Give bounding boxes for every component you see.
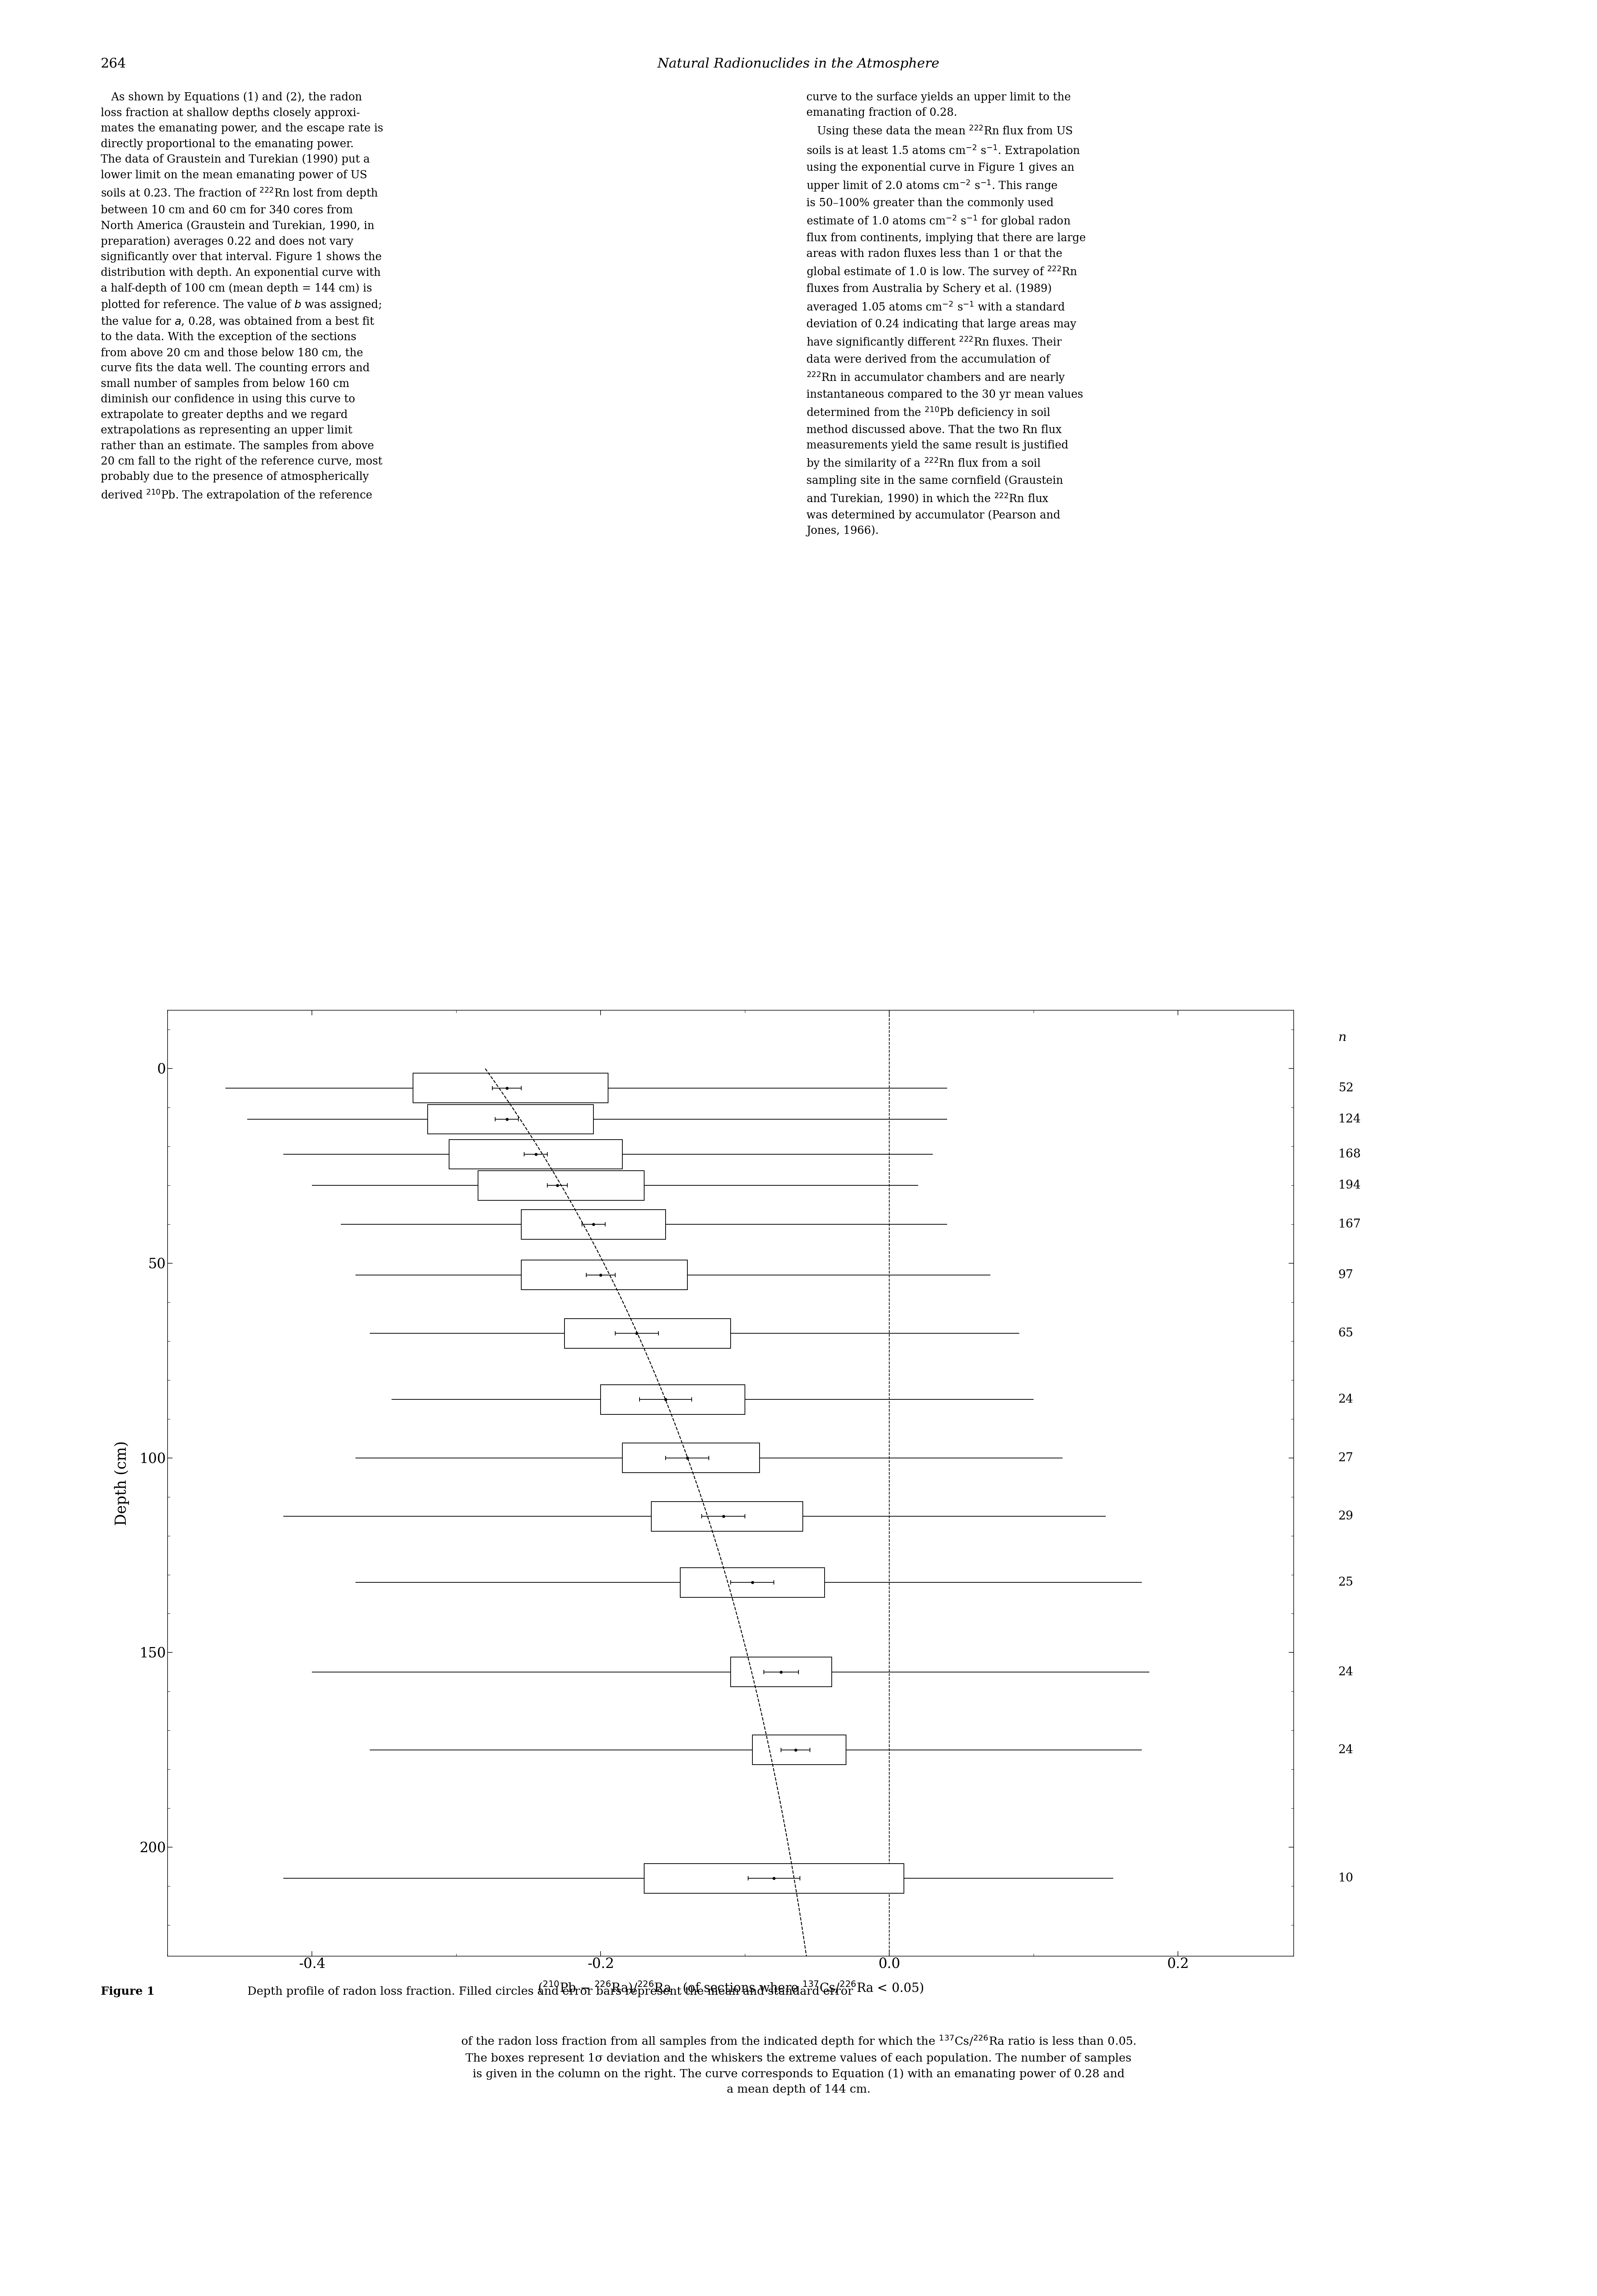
FancyBboxPatch shape xyxy=(449,1139,623,1169)
Text: 97: 97 xyxy=(1338,1270,1353,1281)
Text: 194: 194 xyxy=(1338,1180,1361,1192)
FancyBboxPatch shape xyxy=(428,1104,594,1134)
Text: Figure 1: Figure 1 xyxy=(101,1986,155,1998)
Text: 264: 264 xyxy=(101,57,126,71)
FancyBboxPatch shape xyxy=(478,1171,644,1201)
FancyBboxPatch shape xyxy=(565,1318,730,1348)
Text: 24: 24 xyxy=(1338,1667,1353,1678)
Text: 27: 27 xyxy=(1338,1451,1353,1463)
Text: Natural Radionuclides in the Atmosphere: Natural Radionuclides in the Atmosphere xyxy=(658,57,939,71)
Text: 24: 24 xyxy=(1338,1394,1353,1405)
FancyBboxPatch shape xyxy=(414,1072,608,1102)
Text: of the radon loss fraction from all samples from the indicated depth for which t: of the radon loss fraction from all samp… xyxy=(462,2034,1135,2096)
Text: curve to the surface yields an upper limit to the
emanating fraction of 0.28.
  : curve to the surface yields an upper lim… xyxy=(806,92,1086,537)
FancyBboxPatch shape xyxy=(600,1384,746,1414)
FancyBboxPatch shape xyxy=(652,1502,803,1531)
FancyBboxPatch shape xyxy=(521,1210,666,1240)
Text: 168: 168 xyxy=(1338,1148,1361,1159)
Text: 25: 25 xyxy=(1338,1577,1354,1589)
Text: 24: 24 xyxy=(1338,1745,1353,1756)
Text: n: n xyxy=(1338,1031,1346,1045)
Text: 65: 65 xyxy=(1338,1327,1354,1339)
FancyBboxPatch shape xyxy=(752,1736,846,1766)
Text: As shown by Equations (1) and (2), the radon
loss fraction at shallow depths clo: As shown by Equations (1) and (2), the r… xyxy=(101,92,383,503)
FancyBboxPatch shape xyxy=(623,1444,760,1472)
Text: Depth profile of radon loss fraction. Filled circles and error bars represent th: Depth profile of radon loss fraction. Fi… xyxy=(236,1986,853,1998)
Text: 52: 52 xyxy=(1338,1081,1354,1093)
Text: 10: 10 xyxy=(1338,1874,1354,1885)
Y-axis label: Depth (cm): Depth (cm) xyxy=(115,1442,129,1525)
FancyBboxPatch shape xyxy=(730,1658,832,1688)
FancyBboxPatch shape xyxy=(521,1261,687,1290)
FancyBboxPatch shape xyxy=(680,1568,824,1598)
Text: 167: 167 xyxy=(1338,1219,1361,1231)
FancyBboxPatch shape xyxy=(644,1864,904,1894)
Text: 124: 124 xyxy=(1338,1114,1361,1125)
X-axis label: ($^{210}$Pb $-$ $^{226}$Ra)/$^{226}$Ra   (of sections where $^{137}$Cs/$^{226}$R: ($^{210}$Pb $-$ $^{226}$Ra)/$^{226}$Ra (… xyxy=(538,1979,923,1995)
Text: 29: 29 xyxy=(1338,1511,1354,1522)
